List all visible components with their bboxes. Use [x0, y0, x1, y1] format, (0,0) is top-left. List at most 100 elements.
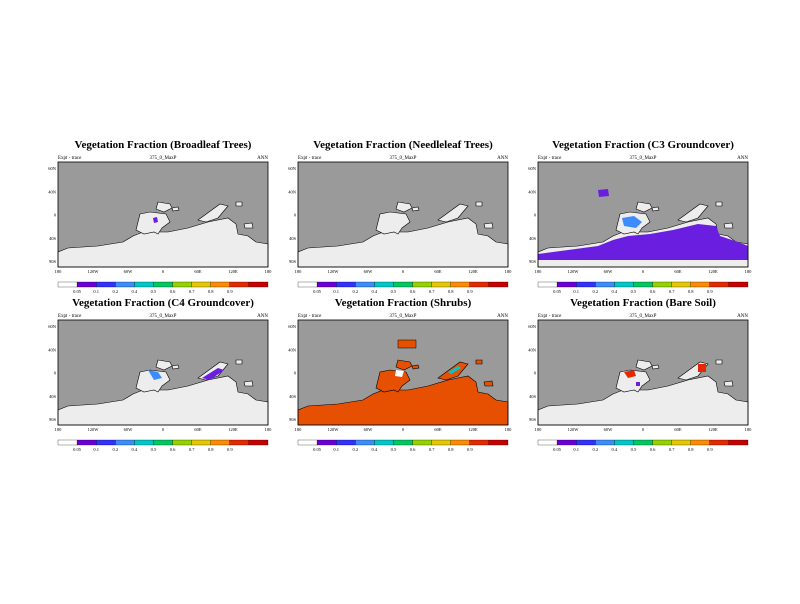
colorbar-swatch	[728, 439, 749, 446]
land-iceland	[635, 201, 653, 213]
panel-c3: Vegetation Fraction (C3 Groundcover) Expt…	[528, 139, 752, 294]
map-frame	[297, 319, 509, 426]
colorbar-swatch	[57, 281, 78, 288]
x-tick-label: 120E	[468, 427, 478, 432]
colorbar-label: 0.05	[313, 447, 322, 452]
colorbar-label: 0.1	[93, 289, 99, 294]
colorbar-swatch	[556, 439, 577, 446]
x-tick-label: 0	[162, 427, 165, 432]
colorbar-swatch	[614, 439, 634, 446]
colorbar-label: 0.6	[650, 447, 656, 452]
x-tick-label: 180	[265, 269, 273, 274]
colorbar-label: 0.05	[553, 289, 562, 294]
colorbar-label: 0.5	[631, 289, 637, 294]
colorbar-label: 0.4	[372, 447, 378, 452]
x-tick-label: 180	[295, 269, 303, 274]
land-island3	[715, 201, 723, 207]
panel-title: Vegetation Fraction (Needleleaf Trees)	[313, 139, 493, 151]
y-tick-label: 0	[294, 371, 297, 376]
expt-label: Expt - trace	[538, 314, 562, 319]
land-africa	[375, 211, 411, 235]
panel-title: Vegetation Fraction (Bare Soil)	[570, 297, 716, 309]
colorbar-label: 0.7	[429, 447, 435, 452]
colorbar-label: 0.2	[592, 289, 598, 294]
y-tick-label: 40N	[288, 347, 297, 352]
y-tick-label: 40S	[49, 236, 57, 241]
y-tick-label: 90S	[289, 417, 297, 422]
y-tick-label: 90S	[49, 259, 57, 264]
colorbar-label: 0.1	[333, 289, 339, 294]
c4-patch-africa	[148, 370, 162, 380]
c3-fraction-region	[538, 224, 748, 260]
colorbar: 0.05 0.1 0.2 0.4 0.5 0.6 0.7 0.8 0.9	[57, 281, 269, 294]
colorbar-swatch	[153, 439, 173, 446]
colorbar-swatch	[134, 281, 154, 288]
colorbar-label: 0.8	[688, 447, 694, 452]
y-tick-label: 60N	[528, 324, 537, 329]
season-label: ANN	[257, 156, 268, 161]
colorbar-swatch	[709, 439, 730, 446]
subtitle: 375_0_MaxP	[390, 314, 417, 319]
y-tick-label: 40S	[289, 394, 297, 399]
colorbar-swatch	[576, 281, 596, 288]
colorbar-label: 0.4	[132, 447, 138, 452]
colorbar-label: 0.8	[208, 447, 214, 452]
y-tick-label: 40N	[288, 189, 297, 194]
colorbar-swatch	[134, 439, 154, 446]
colorbar-label: 0.2	[112, 447, 118, 452]
colorbar-swatch	[450, 281, 470, 288]
colorbar-label: 0.6	[170, 289, 176, 294]
panel-broadleaf: Vegetation Fraction (Broadleaf Trees) Exp…	[48, 139, 272, 294]
colorbar-label: 0.1	[573, 447, 579, 452]
x-tick-label: 60W	[604, 427, 614, 432]
colorbar-label: 0.9	[707, 447, 713, 452]
map-area	[57, 319, 269, 426]
colorbar-swatch	[576, 439, 596, 446]
shrub-north-patch	[397, 339, 417, 349]
colorbar-swatch	[633, 439, 653, 446]
x-tick-label: 60E	[434, 427, 442, 432]
colorbar: 0.05 0.1 0.2 0.4 0.5 0.6 0.7 0.8 0.9	[537, 439, 749, 452]
colorbar-label: 0.4	[372, 289, 378, 294]
land-island1	[411, 364, 420, 370]
x-tick-label: 60E	[434, 269, 442, 274]
colorbar-label: 0.4	[612, 447, 618, 452]
colorbar-swatch	[393, 439, 413, 446]
season-label: ANN	[737, 156, 748, 161]
x-tick-label: 120W	[88, 269, 100, 274]
season-label: ANN	[257, 314, 268, 319]
panel-title: Vegetation Fraction (Broadleaf Trees)	[75, 139, 252, 151]
land-island3	[235, 359, 243, 365]
y-tick-label: 0	[54, 213, 57, 218]
colorbar-label: 0.2	[112, 289, 118, 294]
colorbar-swatch	[153, 281, 173, 288]
map-area	[297, 161, 509, 268]
colorbar-swatch	[671, 281, 691, 288]
x-tick-label: 120E	[228, 269, 238, 274]
x-tick-label: 180	[55, 427, 63, 432]
land-arabia	[437, 203, 469, 223]
colorbar-label: 0.4	[132, 289, 138, 294]
colorbar-swatch	[488, 439, 509, 446]
y-tick-label: 60N	[528, 166, 537, 171]
map-area	[297, 319, 509, 426]
subtitle: 375_0_MaxP	[630, 156, 657, 161]
colorbar-swatch	[76, 439, 97, 446]
x-tick-label: 0	[402, 269, 405, 274]
y-tick-label: 0	[54, 371, 57, 376]
x-tick-label: 180	[535, 427, 543, 432]
colorbar: 0.05 0.1 0.2 0.4 0.5 0.6 0.7 0.8 0.9	[57, 439, 269, 452]
panel-bare: Vegetation Fraction (Bare Soil) Expt - tr…	[528, 297, 752, 452]
colorbar-swatch	[115, 281, 135, 288]
expt-label: Expt - trace	[538, 156, 562, 161]
colorbar-swatch	[709, 281, 730, 288]
land-arabia	[197, 203, 229, 223]
colorbar-label: 0.05	[553, 447, 562, 452]
land-island3	[475, 359, 483, 365]
colorbar-label: 0.9	[227, 289, 233, 294]
colorbar-swatch	[652, 281, 672, 288]
land-island1	[651, 364, 660, 370]
colorbar-label: 0.05	[73, 289, 82, 294]
colorbar-swatch	[412, 439, 432, 446]
